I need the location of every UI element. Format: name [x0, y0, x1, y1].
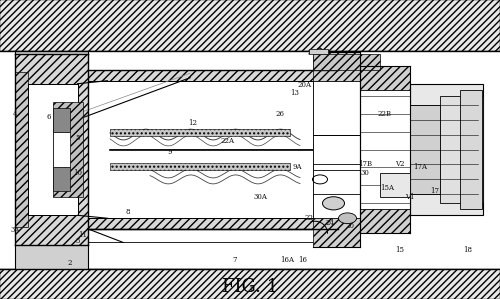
Bar [410, 105, 440, 194]
Bar [380, 173, 410, 197]
Bar [88, 70, 338, 81]
Bar [309, 49, 328, 54]
Text: 3A: 3A [10, 226, 20, 234]
Bar [312, 135, 360, 170]
Bar [312, 81, 360, 135]
Text: 7: 7 [233, 256, 237, 264]
Text: 24: 24 [326, 219, 334, 227]
Text: 9: 9 [168, 149, 172, 156]
Bar [28, 84, 78, 215]
Text: 15A: 15A [380, 184, 394, 192]
Bar [52, 132, 70, 167]
Text: 4: 4 [13, 110, 17, 118]
Text: 22A: 22A [220, 137, 234, 144]
Text: 16: 16 [298, 256, 307, 264]
Text: 17B: 17B [358, 161, 372, 168]
Text: 15: 15 [396, 246, 404, 254]
Bar [88, 218, 338, 229]
Text: 1: 1 [248, 286, 252, 294]
Bar [15, 72, 28, 227]
Text: 20A: 20A [297, 81, 311, 89]
Bar [15, 54, 88, 245]
Bar [15, 51, 88, 54]
Text: 26: 26 [276, 110, 284, 118]
Bar [410, 84, 482, 215]
Bar [360, 90, 410, 209]
Bar [0, 269, 500, 299]
Text: 20: 20 [346, 222, 354, 230]
Bar [312, 54, 380, 70]
Text: 3: 3 [76, 237, 80, 245]
Text: 6: 6 [47, 113, 52, 120]
Bar [110, 129, 290, 136]
Bar [52, 167, 70, 191]
Text: 13: 13 [290, 89, 300, 97]
Bar [312, 52, 360, 247]
Bar [460, 90, 482, 209]
Bar [52, 102, 82, 197]
Bar [110, 163, 290, 170]
Text: 5: 5 [75, 134, 80, 141]
Text: 18: 18 [463, 246, 472, 254]
Text: 17: 17 [430, 187, 440, 195]
Text: 9A: 9A [293, 164, 302, 171]
Bar [440, 96, 482, 203]
Text: V1: V1 [405, 193, 415, 201]
Text: 16A: 16A [280, 256, 294, 264]
Text: V2: V2 [395, 161, 405, 168]
Bar [0, 0, 500, 51]
Circle shape [322, 197, 344, 210]
Text: FIG. 1: FIG. 1 [222, 278, 278, 296]
Text: 30A: 30A [253, 193, 267, 201]
Bar [360, 66, 410, 233]
Circle shape [338, 213, 356, 224]
Text: 10: 10 [73, 170, 82, 177]
Text: 12: 12 [188, 119, 197, 126]
Text: 22: 22 [304, 214, 314, 222]
Bar [312, 164, 360, 218]
Text: 17A: 17A [413, 164, 427, 171]
Text: 22B: 22B [378, 110, 392, 118]
Text: 2: 2 [68, 259, 72, 267]
Text: 30: 30 [360, 170, 370, 177]
Bar [52, 108, 70, 132]
Text: 11: 11 [78, 231, 87, 239]
Text: 8: 8 [125, 208, 130, 216]
Bar [15, 245, 88, 269]
